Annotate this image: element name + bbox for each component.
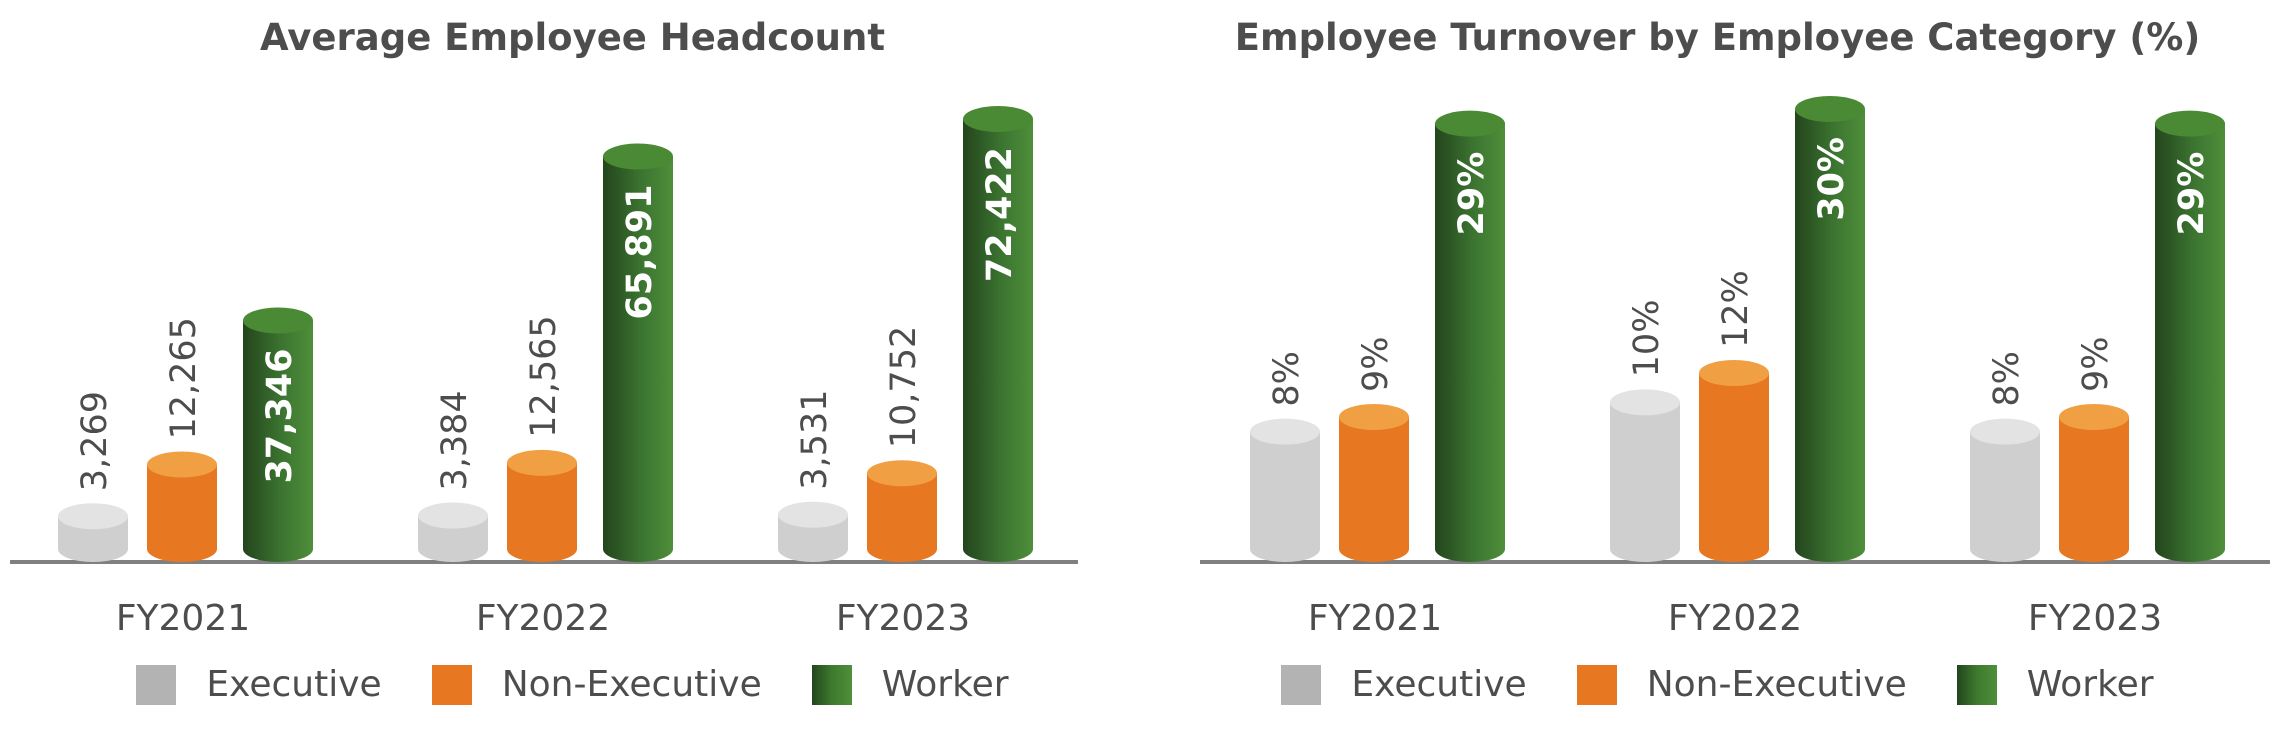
bar-worker-fy2023	[963, 106, 1033, 562]
data-label: 10,752	[884, 326, 924, 448]
headcount-chart: Average Employee Headcount 3,269 12,265 37…	[0, 16, 1145, 705]
data-label: 3,269	[75, 391, 115, 491]
x-tick-label: FY2021	[116, 598, 250, 639]
bar-executive-fy2021	[58, 503, 128, 562]
legend: Executive Non-Executive Worker	[1145, 664, 2290, 705]
data-label: 10%	[1627, 300, 1667, 378]
data-label: 72,422	[980, 147, 1020, 282]
x-tick-label: FY2022	[1668, 598, 1802, 639]
bar-executive-fy2022	[1610, 389, 1680, 562]
data-label: 29%	[2172, 152, 2212, 236]
bar-worker-fy2023	[2155, 110, 2225, 563]
legend-item-non-executive: Non-Executive	[431, 664, 762, 705]
data-label: 30%	[1812, 137, 1852, 221]
chart-title: Average Employee Headcount	[259, 16, 886, 59]
bar-non-executive-fy2022	[1699, 360, 1769, 562]
bar-worker-fy2021	[1435, 110, 1505, 563]
data-label: 12,565	[524, 315, 564, 437]
headcount-plot: 3,269 12,265 37,346 FY2021 3,384 12,565 65,891…	[10, 106, 1078, 639]
bar-worker-fy2022	[603, 143, 673, 563]
x-tick-label: FY2023	[836, 598, 970, 639]
data-label: 3,531	[795, 390, 835, 490]
legend-swatch-worker	[811, 664, 852, 705]
legend-label: Worker	[2026, 664, 2154, 705]
legend-item-worker: Worker	[1956, 664, 2154, 705]
chart-title: Employee Turnover by Employee Category (…	[1234, 16, 2201, 59]
data-label: 12,265	[164, 317, 204, 439]
x-tick-label: FY2022	[476, 598, 610, 639]
x-tick-label: FY2021	[1308, 598, 1442, 639]
x-tick-label: FY2023	[2028, 598, 2162, 639]
data-label: 37,346	[260, 348, 300, 483]
data-label: 12%	[1716, 270, 1756, 348]
bar-executive-fy2021	[1250, 418, 1320, 562]
bar-non-executive-fy2022	[507, 449, 577, 562]
legend-item-worker: Worker	[811, 664, 1009, 705]
legend-item-non-executive: Non-Executive	[1576, 664, 1907, 705]
bar-non-executive-fy2023	[867, 460, 937, 562]
legend-label: Executive	[206, 664, 382, 705]
bar-worker-fy2021	[243, 307, 313, 562]
data-label: 9%	[1356, 336, 1396, 392]
legend-swatch-non-executive	[431, 664, 472, 705]
legend-label: Executive	[1351, 664, 1527, 705]
bar-executive-fy2022	[418, 502, 488, 562]
bar-worker-fy2022	[1795, 96, 1865, 562]
bar-non-executive-fy2021	[147, 451, 217, 562]
legend-label: Non-Executive	[501, 664, 762, 705]
data-label: 8%	[1267, 351, 1307, 407]
data-label: 65,891	[620, 185, 660, 320]
legend-item-executive: Executive	[136, 664, 382, 705]
data-label: 29%	[1452, 152, 1492, 236]
data-label: 3,384	[435, 390, 475, 490]
legend-swatch-executive	[1281, 664, 1322, 705]
legend-swatch-worker	[1956, 664, 1997, 705]
legend-swatch-non-executive	[1576, 664, 1617, 705]
bar-non-executive-fy2021	[1339, 404, 1409, 562]
data-label: 8%	[1987, 351, 2027, 407]
data-label: 9%	[2076, 336, 2116, 392]
bar-executive-fy2023	[1970, 418, 2040, 562]
legend-label: Non-Executive	[1646, 664, 1907, 705]
turnover-plot: 8% 9% 29% FY2021 10% 12% 30% FY2022 8% 9% 29% FY202…	[1200, 96, 2270, 639]
legend-item-executive: Executive	[1281, 664, 1527, 705]
legend-label: Worker	[881, 664, 1009, 705]
legend: Executive Non-Executive Worker	[0, 664, 1145, 705]
legend-swatch-executive	[136, 664, 177, 705]
bar-executive-fy2023	[778, 501, 848, 562]
turnover-chart: Employee Turnover by Employee Category (…	[1145, 0, 2290, 734]
bar-non-executive-fy2023	[2059, 404, 2129, 562]
